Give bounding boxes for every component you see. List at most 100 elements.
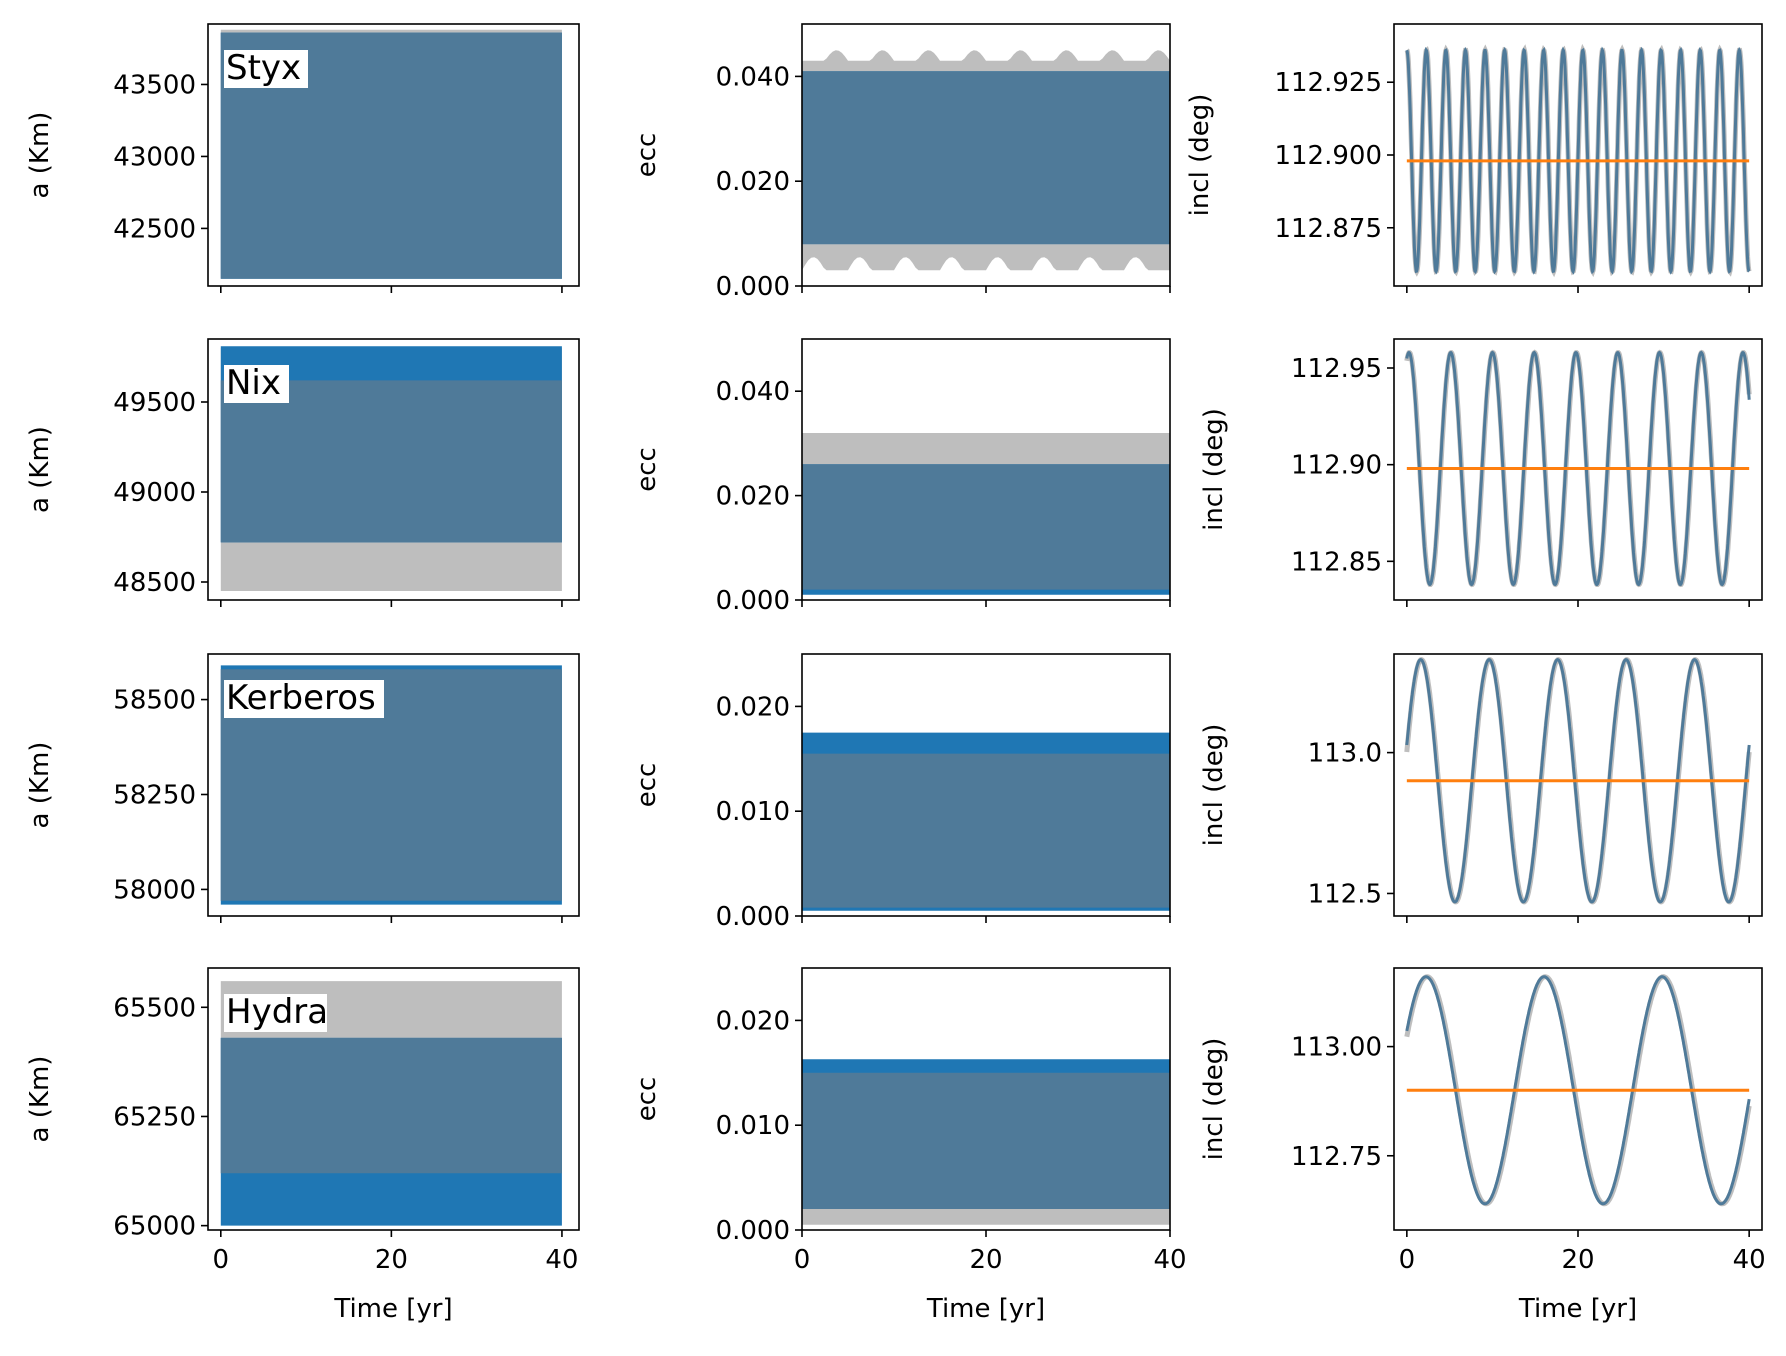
y-tick-label: 65500 (113, 993, 196, 1023)
y-tick-label: 0.000 (716, 902, 790, 932)
y-tick-label: 65000 (113, 1212, 196, 1242)
panel-styx-ecc: 0.000 0.020 0.040 ecc (632, 23, 1171, 302)
y-tick-label: 112.75 (1291, 1142, 1382, 1172)
y-tick-label: 0.010 (716, 1111, 790, 1141)
plot-area (1404, 974, 1752, 1207)
x-tick-label: 40 (1733, 1245, 1766, 1275)
y-tick-label: 0.040 (716, 377, 790, 407)
plot-area (1404, 656, 1752, 905)
moon-label: Hydra (224, 992, 328, 1032)
y-tick-label: 0.000 (716, 586, 790, 616)
series-overlap (220, 669, 562, 901)
y-tick-label: 112.925 (1274, 68, 1382, 98)
y-tick-label: 112.900 (1274, 141, 1382, 171)
x-tick-label: 20 (375, 1245, 408, 1275)
moon-label-background (224, 50, 308, 88)
y-tick-label: 0.040 (716, 62, 790, 92)
y-tick-label: 49000 (113, 478, 196, 508)
series-overlap (802, 1072, 1170, 1209)
series-overlap (802, 753, 1170, 908)
axes-frame (207, 653, 580, 917)
y-tick-label: 0.000 (716, 1216, 790, 1246)
y-axis-label: a (Km) (25, 1056, 55, 1143)
moon-name: Nix (226, 363, 281, 403)
y-tick-label: 112.875 (1274, 214, 1382, 244)
y-tick-label: 58000 (113, 875, 196, 905)
y-tick-label: 112.5 (1308, 879, 1382, 909)
panel-styx-a: 42500 43000 43500 a (Km) Styx (25, 23, 580, 293)
y-axis-label: a (Km) (25, 742, 55, 829)
x-axis-label: Time [yr] (926, 1294, 1045, 1324)
series-model (1405, 46, 1751, 275)
y-axis-label: ecc (632, 1077, 662, 1122)
plot-area (220, 29, 562, 279)
series-overlap (802, 464, 1170, 590)
series-model (1405, 350, 1751, 587)
plot-area (220, 665, 562, 905)
x-tick-label: 40 (545, 1245, 578, 1275)
axes-frame (207, 967, 580, 1231)
moon-label-background (224, 365, 289, 403)
y-tick-label: 65250 (113, 1102, 196, 1132)
axes-frame (207, 338, 580, 601)
y-axis-label: incl (deg) (1185, 94, 1215, 217)
panel-nix-incl: 112.85 112.90 112.95 incl (deg) (1199, 338, 1763, 607)
y-axis-label: incl (deg) (1199, 724, 1229, 847)
panel-nix-a: 48500 49000 49500 a (Km) Nix (25, 338, 580, 607)
y-tick-label: 42500 (113, 214, 196, 244)
moon-label: Styx (224, 48, 308, 88)
y-axis-label: incl (deg) (1199, 408, 1229, 531)
y-axis-label: a (Km) (25, 426, 55, 513)
y-tick-label: 58250 (113, 780, 196, 810)
y-tick-label: 48500 (113, 568, 196, 598)
moon-label: Kerberos (224, 678, 384, 718)
series-model (1405, 975, 1751, 1206)
y-tick-label: 113.00 (1291, 1033, 1382, 1063)
x-tick-label: 0 (1399, 1245, 1416, 1275)
plot-area (1404, 349, 1752, 588)
x-tick-label: 20 (1561, 1245, 1594, 1275)
moon-label-background (224, 994, 327, 1032)
x-tick-label: 0 (213, 1245, 230, 1275)
y-tick-label: 0.020 (716, 167, 790, 197)
moon-label-background (224, 680, 384, 718)
panel-kerberos-incl: 112.5 113.0 incl (deg) (1199, 653, 1763, 923)
y-tick-label: 49500 (113, 388, 196, 418)
y-tick-label: 0.020 (716, 482, 790, 512)
y-tick-label: 43000 (113, 142, 196, 172)
moon-name: Hydra (226, 992, 328, 1032)
plot-area (802, 1059, 1170, 1225)
panel-hydra-incl: 112.75 113.00 0 20 40 incl (deg) Time [yr] (1199, 967, 1766, 1324)
x-tick-label: 20 (969, 1245, 1002, 1275)
series-overlap (220, 380, 562, 543)
moon-name: Kerberos (226, 678, 376, 718)
y-axis-label: ecc (632, 763, 662, 808)
x-axis-label: Time [yr] (1518, 1294, 1637, 1324)
y-tick-label: 0.020 (716, 1006, 790, 1036)
panel-hydra-ecc: 0.000 0.010 0.020 0 20 40 ecc Time [yr] (632, 967, 1187, 1324)
y-axis-label: incl (deg) (1199, 1038, 1229, 1161)
axes-frame (207, 23, 580, 287)
series-overlap (802, 71, 1170, 245)
panel-nix-ecc: 0.000 0.020 0.040 ecc (632, 338, 1171, 616)
panel-kerberos-ecc: 0.000 0.010 0.020 ecc (632, 653, 1171, 932)
series-model (1405, 657, 1751, 904)
y-axis-label: ecc (632, 133, 662, 178)
y-tick-label: 112.85 (1291, 547, 1382, 577)
x-tick-label: 40 (1153, 1245, 1186, 1275)
y-tick-label: 0.020 (716, 692, 790, 722)
plot-area (802, 732, 1170, 911)
panel-styx-incl: 112.875 112.900 112.925 incl (deg) (1185, 23, 1763, 293)
y-axis-label: a (Km) (25, 112, 55, 199)
y-tick-label: 112.90 (1291, 451, 1382, 481)
y-tick-label: 58500 (113, 686, 196, 716)
plot-area (1404, 43, 1752, 278)
y-tick-label: 113.0 (1308, 739, 1382, 769)
plot-area (220, 346, 562, 591)
moon-name: Styx (226, 48, 301, 88)
plot-area (802, 50, 1170, 271)
y-tick-label: 0.000 (716, 272, 790, 302)
x-axis-label: Time [yr] (333, 1294, 452, 1324)
panel-kerberos-a: 58000 58250 58500 a (Km) Kerberos (25, 653, 580, 923)
